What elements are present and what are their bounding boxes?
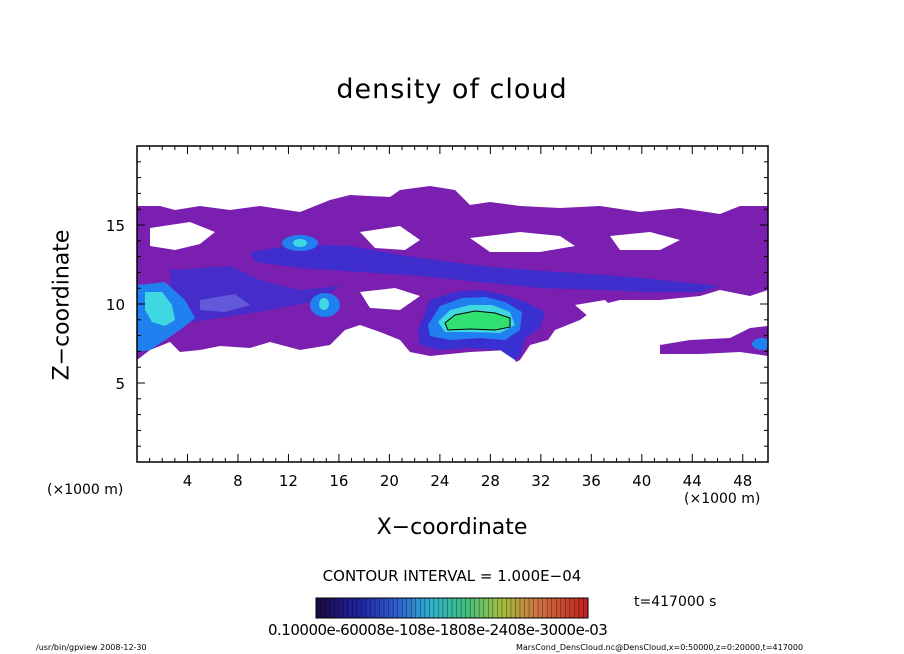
cell-main-peak bbox=[444, 310, 511, 331]
x-tick-label: 8 bbox=[233, 472, 243, 490]
x-axis-label: X−coordinate bbox=[0, 515, 904, 540]
x-tick-label: 12 bbox=[279, 472, 298, 490]
gap-3 bbox=[470, 232, 575, 252]
cell-right bbox=[752, 338, 768, 350]
gap-2 bbox=[360, 226, 420, 250]
footer-program: /usr/bin/gpview 2008-12-30 bbox=[36, 643, 147, 652]
y-tick-label: 5 bbox=[115, 375, 125, 393]
x-unit-left: (×1000 m) bbox=[47, 482, 124, 498]
x-tick-label: 16 bbox=[329, 472, 348, 490]
cell-x15-core bbox=[319, 298, 329, 310]
y-axis-label: Z−coordinate bbox=[49, 229, 75, 381]
region-upper-band bbox=[250, 244, 720, 292]
x-tick-label: 44 bbox=[683, 472, 702, 490]
region-right-patch bbox=[660, 326, 768, 356]
x-tick-label: 28 bbox=[481, 472, 500, 490]
axis-ticks bbox=[136, 145, 769, 463]
x-axis-label-text: X−coordinate bbox=[376, 515, 528, 540]
chart-title: density of cloud bbox=[336, 74, 568, 105]
x-tick-label: 48 bbox=[733, 472, 752, 490]
x-tick-label: 32 bbox=[531, 472, 550, 490]
density-field bbox=[137, 186, 768, 362]
x-tick-label: 24 bbox=[430, 472, 449, 490]
gap-7 bbox=[575, 300, 615, 318]
x-tick-label: 4 bbox=[183, 472, 193, 490]
cell-x12-core bbox=[293, 239, 307, 247]
y-tick-label: 10 bbox=[106, 296, 125, 314]
gap-4 bbox=[610, 232, 680, 250]
x-tick-label: 36 bbox=[582, 472, 601, 490]
region-upper-band-2 bbox=[170, 266, 340, 322]
y-tick-label: 15 bbox=[106, 217, 125, 235]
gap-1 bbox=[150, 222, 215, 250]
contour-interval: CONTOUR INTERVAL = 1.000E−04 bbox=[322, 567, 582, 585]
colorbar-levels bbox=[320, 598, 584, 618]
x-tick-label: 40 bbox=[632, 472, 651, 490]
gap-6 bbox=[360, 288, 420, 310]
cell-left-core bbox=[145, 292, 175, 326]
x-tick-label: 20 bbox=[380, 472, 399, 490]
x-unit-right: (×1000 m) bbox=[684, 491, 761, 507]
colorbar-labels: 0.10000e-60008e-108e-1808e-2408e-3000e-0… bbox=[268, 621, 608, 639]
footer-source: MarsCond_DensCloud.nc@DensCloud,x=0:5000… bbox=[516, 643, 804, 652]
time-label: t=417000 s bbox=[634, 594, 717, 610]
